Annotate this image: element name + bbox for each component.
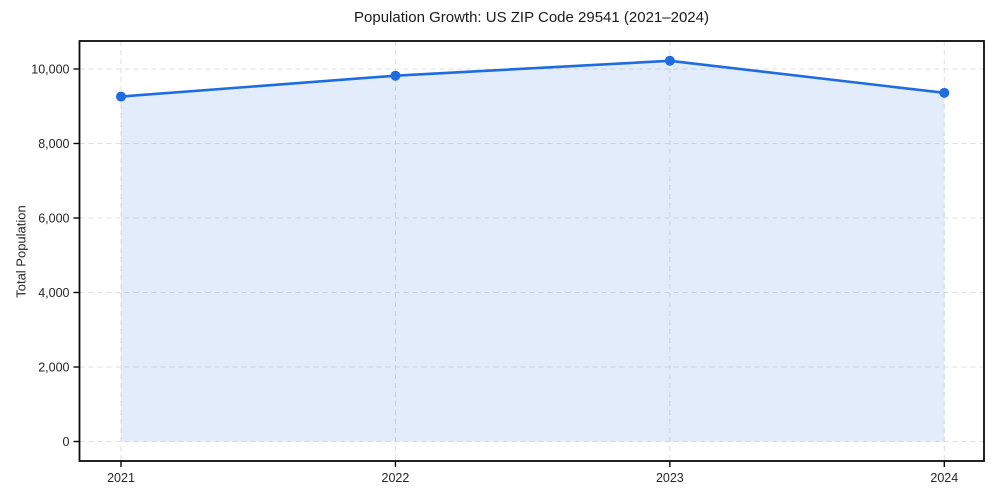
y-tick-label: 10,000 [31, 63, 69, 77]
x-tick-label: 2024 [930, 471, 958, 485]
y-tick-label: 2,000 [38, 361, 69, 375]
y-tick-label: 8,000 [38, 137, 69, 151]
data-point-2023 [664, 55, 675, 66]
x-tick-label: 2023 [656, 471, 684, 485]
trend-line [119, 59, 946, 98]
area-fill [121, 60, 945, 442]
y-tick-label: 6,000 [38, 212, 69, 226]
data-point-2022 [390, 70, 401, 81]
y-tick-label: 0 [63, 435, 70, 449]
data-point-2024 [939, 87, 950, 98]
grid-group [79, 41, 984, 461]
x-tick-label: 2021 [107, 471, 135, 485]
data-point-2021 [116, 91, 126, 102]
chart-title: Population Growth: US ZIP Code 29541 (20… [354, 9, 709, 26]
x-tick-label: 2022 [382, 471, 410, 485]
plot-frame [78, 40, 985, 462]
y-tick-label: 4,000 [38, 286, 69, 300]
